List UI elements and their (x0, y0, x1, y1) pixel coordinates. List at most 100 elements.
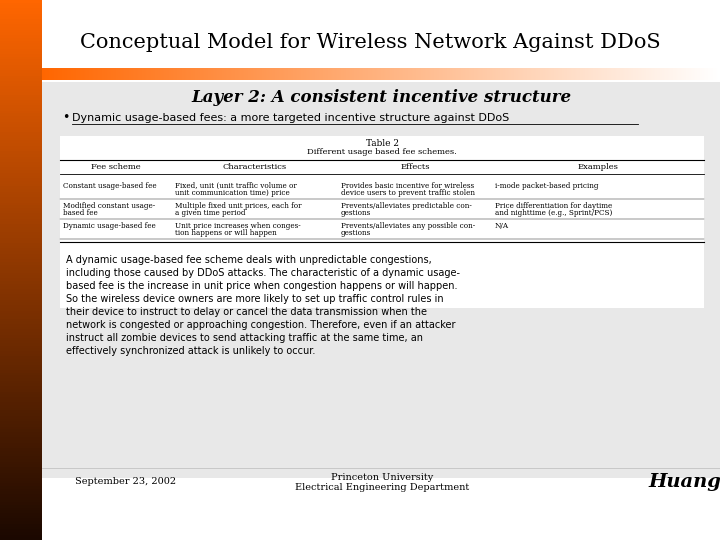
Bar (603, 68, 604, 80)
Bar (0, 305, 42, 308)
Bar (571, 68, 572, 80)
Bar (442, 68, 443, 80)
Bar (372, 68, 373, 80)
Bar (305, 68, 306, 80)
Bar (599, 68, 600, 80)
Bar (173, 68, 174, 80)
Bar (490, 68, 491, 80)
Bar (335, 68, 336, 80)
Bar (558, 68, 559, 80)
Bar (164, 68, 165, 80)
Bar (656, 68, 657, 80)
Bar (480, 68, 481, 80)
Bar (99, 68, 100, 80)
Bar (479, 68, 480, 80)
Bar (238, 68, 239, 80)
Text: their device to instruct to delay or cancel the data transmission when the: their device to instruct to delay or can… (66, 307, 427, 317)
Bar (0, 208, 42, 211)
Bar (160, 68, 161, 80)
Bar (683, 68, 684, 80)
Bar (691, 68, 692, 80)
Bar (0, 202, 42, 205)
Bar (688, 68, 689, 80)
Bar (0, 472, 42, 475)
Bar (645, 68, 646, 80)
Bar (706, 68, 707, 80)
Bar (0, 324, 42, 327)
Bar (615, 68, 616, 80)
Bar (434, 68, 435, 80)
Bar (0, 8, 42, 11)
Bar (188, 68, 189, 80)
Bar (0, 235, 42, 238)
Bar (0, 416, 42, 418)
Bar (0, 219, 42, 221)
Bar (369, 68, 370, 80)
Bar (0, 51, 42, 54)
Bar (97, 68, 98, 80)
Bar (396, 68, 397, 80)
Bar (420, 68, 421, 80)
Text: Dynamic usage-based fee: Dynamic usage-based fee (63, 222, 156, 230)
Bar (0, 383, 42, 386)
Bar (0, 62, 42, 65)
Text: N/A: N/A (495, 222, 509, 230)
Text: Multiple fixed unit prices, each for: Multiple fixed unit prices, each for (175, 202, 302, 210)
Bar (42, 68, 43, 80)
Bar (0, 275, 42, 278)
Bar (680, 68, 681, 80)
Bar (0, 313, 42, 316)
Bar (459, 68, 460, 80)
Bar (0, 70, 42, 73)
Bar (66, 68, 67, 80)
Bar (148, 68, 149, 80)
Bar (703, 68, 704, 80)
Bar (177, 68, 178, 80)
Bar (234, 68, 235, 80)
Bar (338, 68, 339, 80)
Bar (355, 68, 356, 80)
Bar (147, 68, 148, 80)
Bar (446, 68, 447, 80)
Bar (0, 310, 42, 313)
Bar (649, 68, 650, 80)
Bar (265, 68, 266, 80)
Bar (289, 68, 290, 80)
Text: Table 2: Table 2 (366, 138, 398, 147)
Bar (487, 68, 488, 80)
Bar (581, 68, 582, 80)
Bar (0, 308, 42, 310)
Bar (585, 68, 586, 80)
Bar (336, 68, 337, 80)
Bar (0, 5, 42, 8)
Bar (121, 68, 122, 80)
Bar (222, 68, 223, 80)
Bar (79, 68, 80, 80)
Bar (91, 68, 92, 80)
Bar (555, 68, 556, 80)
Bar (524, 68, 525, 80)
Bar (194, 68, 195, 80)
Bar (411, 68, 412, 80)
Bar (243, 68, 244, 80)
Bar (0, 367, 42, 370)
Bar (60, 136, 704, 308)
Bar (624, 68, 625, 80)
Bar (0, 481, 42, 483)
Bar (712, 68, 713, 80)
Bar (534, 68, 535, 80)
Bar (0, 516, 42, 518)
Bar (314, 68, 315, 80)
Bar (0, 65, 42, 68)
Bar (485, 68, 486, 80)
Bar (0, 294, 42, 297)
Bar (315, 68, 316, 80)
Bar (134, 68, 135, 80)
Bar (0, 340, 42, 343)
Bar (400, 68, 401, 80)
Bar (0, 78, 42, 81)
Bar (449, 68, 450, 80)
Bar (0, 467, 42, 470)
Bar (695, 68, 696, 80)
Bar (467, 68, 468, 80)
